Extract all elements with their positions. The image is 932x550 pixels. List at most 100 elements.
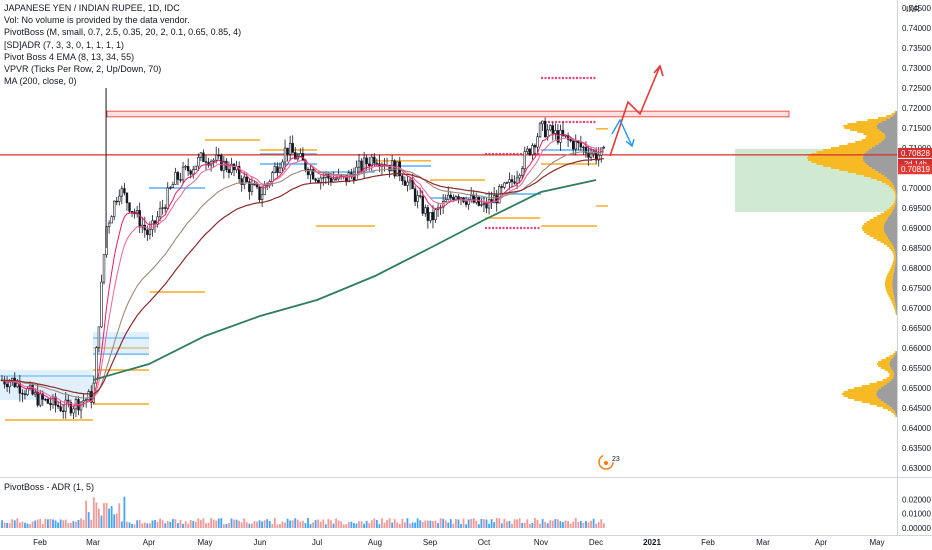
vpvr-up-row (885, 281, 893, 283)
vpvr-down-row (894, 269, 897, 271)
adr-bar (319, 521, 322, 528)
price-axis[interactable]: 0.74500 0.74000 0.73500 0.73000 0.72500 0.720… (902, 4, 931, 533)
candle-up (518, 174, 521, 179)
adr-bar (585, 521, 587, 528)
adr-bar (156, 521, 159, 528)
vpvr-down-row (885, 221, 897, 223)
adr-bar (401, 518, 404, 528)
vpvr-down-row (885, 233, 897, 235)
adr-bar (222, 524, 225, 528)
adr-bar (312, 522, 314, 528)
time-tick-label: Feb (701, 538, 715, 547)
vpvr-down-row (896, 415, 897, 417)
adr-bar (235, 519, 238, 528)
adr-bar (304, 523, 307, 528)
adr-bar (528, 523, 531, 528)
candle-down (393, 160, 396, 177)
candle-up (434, 209, 437, 220)
candle-down (59, 406, 62, 412)
adr-bar (202, 518, 205, 528)
adr-bar (118, 503, 121, 528)
vpvr-down-row (890, 213, 897, 215)
candle-down (125, 192, 129, 204)
vpvr-up-row (893, 203, 896, 205)
projection-down-arrow (611, 118, 633, 147)
vpvr-up-row (876, 363, 890, 365)
adr-bar (477, 524, 480, 528)
price-tick-label: 0.74000 (902, 24, 931, 33)
vpvr-up-row (862, 229, 884, 231)
adr-bar (296, 519, 299, 528)
legend-ema[interactable]: Pivot Boss 4 EMA (8, 13, 34, 55) (4, 51, 135, 62)
adr-bar (503, 518, 506, 528)
vpvr-up-row (891, 205, 895, 207)
vpvr-down-row (878, 143, 897, 145)
adr-bar (59, 519, 62, 528)
adr-bar (26, 523, 29, 528)
adr-bar (271, 523, 274, 528)
adr-bar (388, 518, 391, 528)
vpvr-up-row (811, 153, 865, 155)
adr-bar (562, 522, 564, 528)
legend-title[interactable]: JAPANESE YEN / INDIAN RUPEE, 1D, IDC (4, 3, 180, 13)
vpvr-up-row (893, 253, 896, 255)
adr-bar (506, 521, 508, 528)
arrow-head-up (653, 64, 664, 77)
price-tick-label: 0.66500 (902, 324, 931, 333)
vpvr-down-row (892, 243, 897, 245)
adr-bar (337, 520, 340, 528)
adr-bar (29, 524, 31, 528)
adr-bar (457, 519, 460, 528)
adr-bar (31, 521, 34, 528)
candle-down (232, 163, 236, 171)
price-tick-label: 0.69000 (902, 224, 931, 233)
candle-down (21, 392, 24, 395)
adr-legend[interactable]: PivotBoss - ADR (1, 5) (4, 482, 95, 492)
vpvr-down-row (891, 407, 897, 409)
candle-up (408, 179, 412, 183)
resistance-band (106, 110, 790, 118)
vpvr-down-row (889, 363, 897, 365)
vpvr-up-row (870, 177, 888, 179)
candle-up (148, 229, 152, 235)
vpvr-down-row (895, 307, 897, 309)
adr-bar (470, 518, 473, 528)
candle-down (533, 145, 537, 148)
adr-bar (151, 520, 154, 528)
time-axis[interactable]: Feb Mar Apr May Jun Jul Aug Sep Oct Nov Dec 2021 Feb… (33, 538, 884, 547)
adr-bar (572, 521, 575, 528)
candle-down (528, 148, 532, 155)
legend-vpvr[interactable]: VPVR (Ticks Per Row, 2, Up/Down, 70) (4, 64, 162, 75)
candle-up (281, 161, 284, 169)
adr-bar (559, 521, 562, 528)
price-tick-label: 0.63500 (902, 444, 931, 453)
adr-bar (516, 519, 518, 528)
vpvr-up-row (889, 355, 895, 357)
adr-bar (396, 522, 399, 528)
adr-bar (284, 522, 286, 528)
candle-up (554, 130, 557, 134)
vpvr-up-row (854, 399, 881, 401)
candle-down (587, 152, 590, 158)
candle-up (416, 195, 419, 202)
vpvr-down-row (886, 383, 897, 385)
adr-bar (353, 523, 355, 528)
adr-bar (439, 518, 442, 528)
legend-sdadr[interactable]: [SD]ADR (7, 3, 3, 0, 1, 1, 1, 1) (4, 39, 125, 50)
legend-pivotboss[interactable]: PivotBoss (M, small, 0.7, 2.5, 0.35, 20,… (4, 27, 242, 38)
candle-up (194, 165, 197, 170)
adr-bar (286, 518, 289, 528)
candle-down (276, 166, 279, 173)
candle-up (508, 179, 511, 183)
alert-badge[interactable]: 23 (598, 454, 620, 470)
time-tick-label: Aug (368, 538, 382, 547)
adr-bar (49, 518, 52, 528)
adr-bar (268, 521, 271, 528)
legend-ma[interactable]: MA (200, close, 0) (4, 76, 77, 87)
adr-bar (414, 522, 416, 528)
adr-bar (406, 518, 409, 528)
adr-bar (567, 521, 569, 528)
vpvr-down-row (890, 241, 897, 243)
adr-bar (511, 523, 513, 528)
